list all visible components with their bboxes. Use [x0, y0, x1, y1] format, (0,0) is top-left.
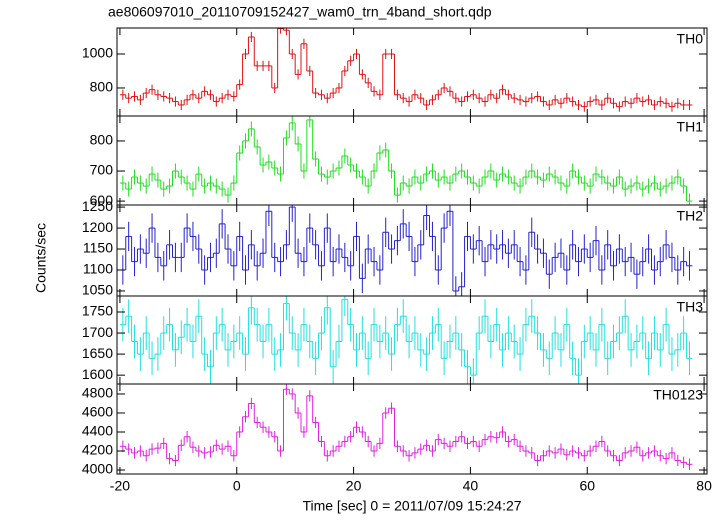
- y-tick-label: 1600: [82, 366, 113, 382]
- series-4: [119, 384, 693, 471]
- y-tick-label: 700: [90, 162, 114, 178]
- y-tick-label: 1000: [82, 45, 113, 61]
- y-tick-label: 1250: [82, 198, 113, 214]
- panel-label: TH0: [677, 31, 704, 47]
- x-tick-label: 0: [233, 478, 241, 494]
- x-tick-label: -20: [110, 478, 130, 494]
- chart-title: ae806097010_20110709152427_wam0_trn_4ban…: [108, 4, 492, 20]
- y-tick-label: 1750: [82, 303, 113, 319]
- y-tick-label: 800: [90, 79, 114, 95]
- y-axis-label: Counts/sec: [33, 223, 49, 293]
- y-tick-label: 800: [90, 132, 114, 148]
- series-2: [119, 205, 693, 296]
- x-axis-label: Time [sec] 0 = 2011/07/09 15:24:27: [302, 498, 521, 514]
- panel-frame: [116, 383, 708, 475]
- y-tick-label: 1700: [82, 324, 113, 340]
- y-tick-label: 1050: [82, 282, 113, 298]
- y-tick-label: 1100: [83, 261, 113, 277]
- y-tick-label: 1150: [83, 240, 113, 256]
- y-tick-label: 1650: [82, 345, 113, 361]
- y-tick-label: 4200: [82, 442, 113, 458]
- panel-label: TH3: [677, 299, 704, 315]
- series-3: [119, 296, 693, 384]
- y-tick-label: 4400: [82, 423, 113, 439]
- x-tick-label: 60: [579, 478, 595, 494]
- y-tick-label: 1200: [82, 219, 113, 235]
- y-tick-label: 4600: [82, 404, 113, 420]
- panel-label: TH2: [677, 208, 704, 224]
- panel-label: TH1: [677, 119, 704, 135]
- series-1: [119, 116, 693, 205]
- x-tick-label: 40: [463, 478, 479, 494]
- series-0: [119, 28, 693, 112]
- y-tick-label: 4800: [82, 385, 113, 401]
- panel-label: TH0123: [653, 387, 703, 403]
- y-tick-label: 4000: [82, 461, 113, 477]
- x-tick-label: 80: [696, 478, 712, 494]
- y-tick-label: 600: [90, 192, 114, 208]
- x-tick-label: 20: [346, 478, 362, 494]
